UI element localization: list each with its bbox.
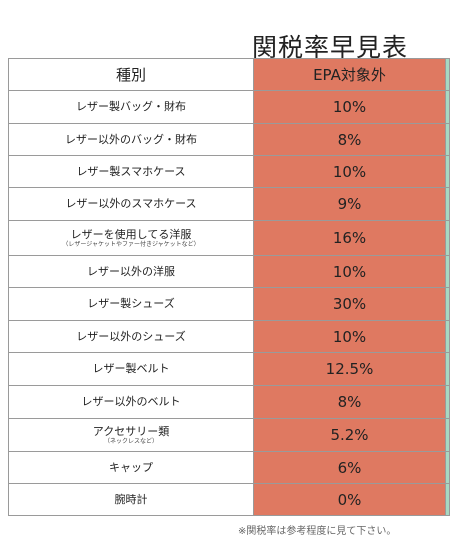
edge-column-cell (445, 155, 450, 188)
page-title: 関税率早見表 (252, 33, 409, 62)
row-rate: 9% (253, 187, 446, 221)
table-row: レザー製スマホケース 10% (8, 155, 450, 188)
table-header-row: 種別 EPA対象外 (8, 58, 450, 91)
edge-column-cell (445, 255, 450, 288)
row-category-label: レザー製スマホケース (76, 164, 186, 178)
edge-column-cell (445, 483, 450, 516)
table-row: キャップ 6% (8, 451, 450, 484)
edge-column-cell (445, 90, 450, 124)
table-row: レザー製バッグ・財布 10% (8, 90, 450, 124)
table-row: レザー以外の洋服 10% (8, 255, 450, 288)
row-category-label: レザー以外のベルト (81, 395, 181, 409)
row-category-label: 腕時計 (114, 492, 148, 506)
table-row: レザー製シューズ 30% (8, 287, 450, 321)
table-row: レザーを使用してる洋服 （レザージャケットやファー付きジャケットなど） 16% (8, 220, 450, 256)
table-row: レザー以外のスマホケース 9% (8, 187, 450, 221)
footnote: ※関税率は参考程度に見て下さい。 (238, 526, 397, 537)
row-category-label: レザー製バッグ・財布 (76, 100, 186, 114)
row-rate: 8% (253, 385, 446, 419)
row-category-label: レザー以外のスマホケース (65, 197, 197, 211)
row-category-label: レザーを使用してる洋服 (70, 227, 192, 241)
row-category-label: レザー製ベルト (92, 362, 170, 376)
row-category: レザー以外のシューズ (8, 320, 254, 353)
row-category: レザー以外のバッグ・財布 (8, 123, 254, 156)
edge-column-cell (445, 385, 450, 419)
edge-column-cell (445, 352, 450, 386)
row-category-label: レザー製シューズ (87, 297, 175, 311)
edge-column-cell (445, 58, 450, 91)
row-category: レザー以外の洋服 (8, 255, 254, 288)
row-category-label: アクセサリー類 (92, 424, 170, 438)
edge-column-cell (445, 451, 450, 484)
table-row: アクセサリー類 （ネックレスなど） 5.2% (8, 418, 450, 452)
tariff-table: 種別 EPA対象外 レザー製バッグ・財布 10% レザー以外のバッグ・財布 8%… (8, 58, 450, 516)
edge-column-cell (445, 220, 450, 256)
row-category-label: レザー以外のシューズ (76, 329, 186, 343)
row-rate: 12.5% (253, 352, 446, 386)
row-rate: 6% (253, 451, 446, 484)
row-category: レザーを使用してる洋服 （レザージャケットやファー付きジャケットなど） (8, 220, 254, 256)
row-rate: 10% (253, 155, 446, 188)
edge-column-cell (445, 320, 450, 353)
row-rate: 10% (253, 320, 446, 353)
table-row: レザー以外のバッグ・財布 8% (8, 123, 450, 156)
row-category-label: レザー以外の洋服 (87, 264, 175, 278)
header-rate: EPA対象外 (253, 58, 446, 91)
row-category: レザー製シューズ (8, 287, 254, 321)
edge-column-cell (445, 287, 450, 321)
row-category: レザー製ベルト (8, 352, 254, 386)
row-category: レザー以外のベルト (8, 385, 254, 419)
table-row: レザー製ベルト 12.5% (8, 352, 450, 386)
table-row: 腕時計 0% (8, 483, 450, 516)
table-row: レザー以外のベルト 8% (8, 385, 450, 419)
edge-column-cell (445, 123, 450, 156)
row-category: レザー製バッグ・財布 (8, 90, 254, 124)
row-rate: 8% (253, 123, 446, 156)
row-category: キャップ (8, 451, 254, 484)
row-rate: 10% (253, 255, 446, 288)
row-category: レザー製スマホケース (8, 155, 254, 188)
row-category: アクセサリー類 （ネックレスなど） (8, 418, 254, 452)
header-category: 種別 (8, 58, 254, 91)
table-row: レザー以外のシューズ 10% (8, 320, 450, 353)
edge-column-cell (445, 418, 450, 452)
row-rate: 16% (253, 220, 446, 256)
row-rate: 10% (253, 90, 446, 124)
row-category: 腕時計 (8, 483, 254, 516)
row-category-note: （レザージャケットやファー付きジャケットなど） (62, 241, 200, 249)
row-category-label: キャップ (109, 460, 153, 474)
row-category-label: レザー以外のバッグ・財布 (65, 132, 197, 146)
row-category: レザー以外のスマホケース (8, 187, 254, 221)
row-category-note: （ネックレスなど） (103, 438, 158, 446)
row-rate: 0% (253, 483, 446, 516)
edge-column-cell (445, 187, 450, 221)
row-rate: 30% (253, 287, 446, 321)
row-rate: 5.2% (253, 418, 446, 452)
